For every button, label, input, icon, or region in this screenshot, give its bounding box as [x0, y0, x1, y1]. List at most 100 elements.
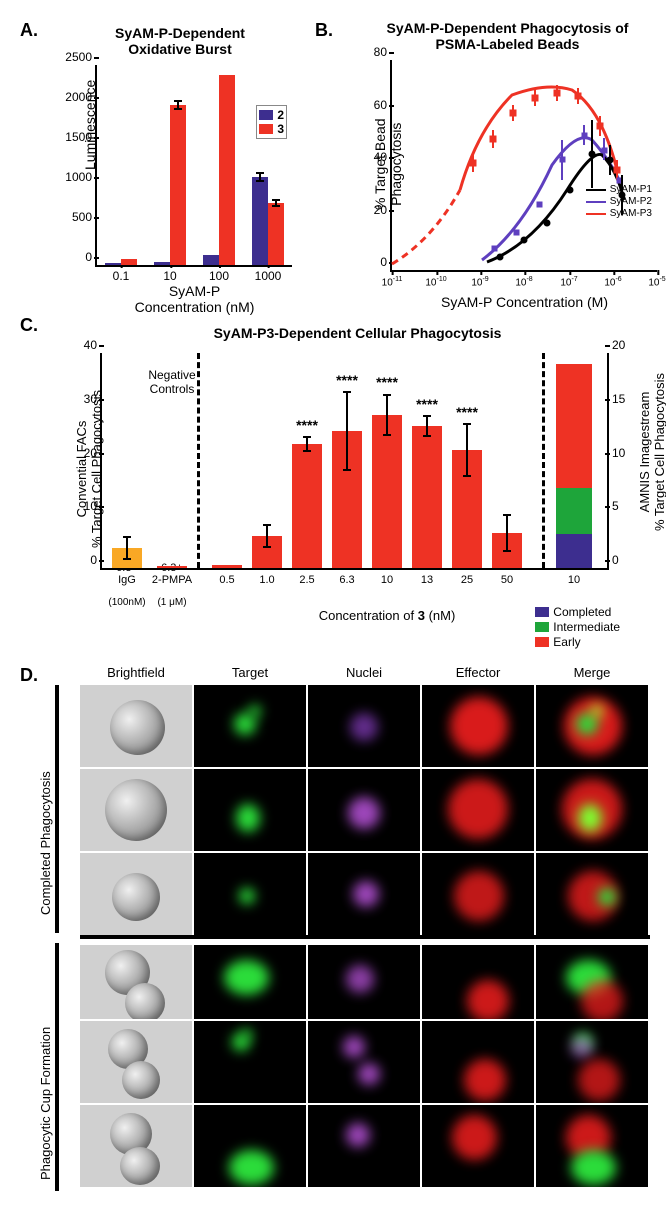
ytick: 20: [612, 338, 635, 352]
micrograph-effector: [422, 769, 534, 851]
significance: ****: [416, 396, 438, 412]
micrograph-merge: [536, 1105, 648, 1187]
bar: [154, 262, 170, 265]
micrograph-target: [194, 853, 306, 935]
micrograph-nuclei: [308, 769, 420, 851]
bar: [112, 548, 142, 568]
legend-label: 2: [277, 108, 284, 122]
legend-label: 3: [277, 122, 284, 136]
chart-c: SyAM-P3-Dependent Cellular Phagocytosis …: [55, 325, 660, 655]
neg-controls-label: Negative Controls: [132, 368, 212, 396]
bracket: [55, 943, 59, 1191]
ytick: 0: [362, 255, 387, 269]
xtick: 2.5: [299, 574, 314, 586]
micrograph-target: [194, 769, 306, 851]
significance: ****: [376, 374, 398, 390]
bar: [372, 415, 402, 568]
ytick: 1500: [57, 130, 92, 144]
micrograph-brightfield: [80, 945, 192, 1019]
panel-c: C. SyAM-P3-Dependent Cellular Phagocytos…: [20, 320, 666, 660]
micrograph-merge: [536, 1021, 648, 1103]
legend-label: Completed: [553, 605, 611, 619]
ytick: 10: [74, 499, 97, 513]
panel-d: D. Brightfield Target Nuclei Effector Me…: [20, 665, 666, 1200]
micrograph-effector: [422, 945, 534, 1019]
legend-label: Early: [553, 635, 580, 649]
chart-c-ylabel-right: AMNIS Imagestream % Target Cell Phagocyt…: [637, 373, 666, 531]
significance: ****: [456, 404, 478, 420]
col-header: Brightfield: [80, 665, 192, 680]
micrograph-brightfield: [80, 853, 192, 935]
chart-b-title: SyAM-P-Dependent Phagocytosis of PSMA-La…: [350, 20, 665, 52]
bar-segment: [556, 364, 592, 488]
col-header: Target: [194, 665, 306, 680]
ytick: 0: [612, 553, 635, 567]
ytick: 0: [57, 250, 92, 264]
ytick: 10: [612, 446, 635, 460]
bar-segment: [556, 534, 592, 568]
micrograph-target: [194, 945, 306, 1019]
panel-a: A. SyAM-P-Dependent Oxidative Burst Lumi…: [20, 20, 310, 310]
xtick: 10-7: [560, 276, 577, 288]
ytick: 60: [362, 98, 387, 112]
chart-c-legend: Completed Intermediate Early: [535, 604, 620, 650]
chart-b-curves: [392, 60, 657, 270]
bar: [492, 533, 522, 568]
bar: [252, 177, 268, 265]
xtick: 100: [209, 269, 229, 283]
micrograph-nuclei: [308, 685, 420, 767]
significance: ****: [296, 417, 318, 433]
bar: [121, 259, 137, 265]
bar: [268, 203, 284, 265]
legend-swatch: [535, 622, 549, 632]
ytick: 2500: [57, 50, 92, 64]
micrograph-target: [194, 685, 306, 767]
xtick: 0.1: [113, 269, 130, 283]
chart-b-legend: SyAM-P1 SyAM-P2 SyAM-P3: [586, 183, 652, 220]
xtick: 10-8: [515, 276, 532, 288]
micrograph-nuclei: [308, 1105, 420, 1187]
bar: [412, 426, 442, 568]
bar: [292, 444, 322, 568]
panel-d-grid: [80, 685, 648, 1187]
legend-swatch: [259, 110, 273, 120]
xtick: 10-11: [382, 276, 403, 288]
ytick: 20: [74, 446, 97, 460]
micrograph-effector: [422, 1105, 534, 1187]
micrograph-brightfield: [80, 685, 192, 767]
ytick: 15: [612, 392, 635, 406]
ytick: 5: [612, 499, 635, 513]
ytick: 500: [57, 210, 92, 224]
micrograph-target: [194, 1021, 306, 1103]
micrograph-brightfield: [80, 769, 192, 851]
separator: [542, 353, 545, 568]
chart-b-xlabel: SyAM-P Concentration (M): [392, 294, 657, 310]
ytick: 40: [362, 150, 387, 164]
chart-a-xlabel: SyAM-P Concentration (nM): [97, 283, 292, 315]
chart-a-title: SyAM-P-Dependent Oxidative Burst: [55, 25, 305, 57]
micrograph-merge: [536, 945, 648, 1019]
xtick: 10-9: [471, 276, 488, 288]
panel-c-label: C.: [20, 315, 38, 336]
xtick: 6.3: [339, 574, 354, 586]
ytick: 20: [362, 203, 387, 217]
legend-label: SyAM-P3: [610, 208, 652, 219]
chart-b: SyAM-P-Dependent Phagocytosis of PSMA-La…: [350, 20, 665, 305]
micrograph-brightfield: [80, 1021, 192, 1103]
bracket: [55, 685, 59, 933]
figure: A. SyAM-P-Dependent Oxidative Burst Lumi…: [10, 10, 656, 1200]
bar: [203, 255, 219, 265]
legend-label: SyAM-P1: [610, 184, 652, 195]
row-group-label: Phagocytic Cup Formation: [38, 1027, 53, 1180]
panel-b: B. SyAM-P-Dependent Phagocytosis of PSMA…: [315, 20, 665, 310]
legend-label: SyAM-P2: [610, 196, 652, 207]
ytick: 1000: [57, 170, 92, 184]
micrograph-merge: [536, 685, 648, 767]
micrograph-nuclei: [308, 945, 420, 1019]
panel-d-headers: Brightfield Target Nuclei Effector Merge: [80, 665, 648, 680]
ytick: 2000: [57, 90, 92, 104]
chart-c-title: SyAM-P3-Dependent Cellular Phagocytosis: [55, 325, 660, 341]
panel-b-label: B.: [315, 20, 333, 41]
panel-d-label: D.: [20, 665, 38, 686]
bar-segment: [556, 488, 592, 534]
